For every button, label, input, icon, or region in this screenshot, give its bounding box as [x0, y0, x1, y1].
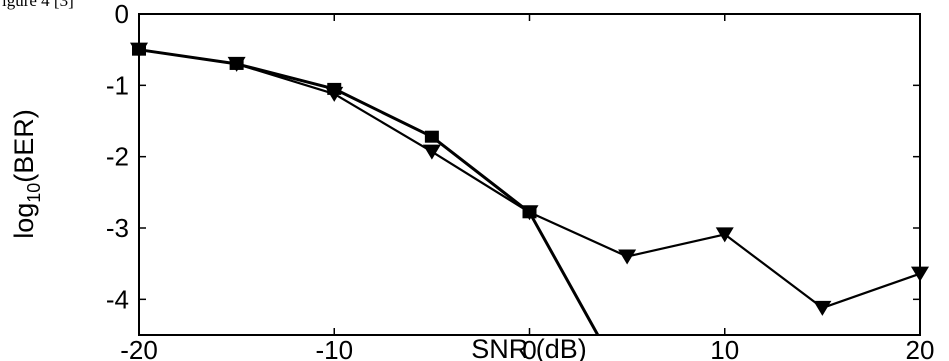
x-tick-label: 20: [906, 335, 935, 361]
x-axis-label: SNR (dB): [471, 334, 587, 361]
x-tick-label: 10: [710, 335, 739, 361]
y-tick-label: -2: [106, 142, 129, 172]
x-tick-label: -10: [315, 335, 353, 361]
y-tick-label: 0: [115, 0, 129, 29]
x-tick-label: -20: [120, 335, 158, 361]
triangle-marker: [813, 301, 831, 316]
y-tick-label: -4: [106, 284, 129, 314]
y-axis-label-subscript: 10: [24, 183, 44, 203]
series-group: [130, 43, 929, 335]
series-1: [132, 44, 598, 335]
triangle-marker: [618, 250, 636, 265]
triangle-marker: [423, 145, 441, 160]
header-fragment: igure 4 [3]: [2, 0, 74, 10]
series-line: [139, 50, 920, 308]
series-2: [130, 43, 929, 316]
y-tick-label: -3: [106, 213, 129, 243]
y-axis-label-rest: (BER): [9, 109, 39, 183]
axis-ticks: [139, 14, 920, 335]
y-axis-label: log10(BER): [9, 109, 44, 239]
y-tick-labels: 0 -1 -2 -3 -4: [106, 0, 129, 314]
triangle-marker: [911, 267, 929, 282]
square-marker: [425, 131, 439, 143]
y-axis-label-main: log: [9, 203, 39, 239]
plot-area: [139, 14, 920, 335]
y-tick-label: -1: [106, 70, 129, 100]
series-line: [139, 50, 598, 335]
